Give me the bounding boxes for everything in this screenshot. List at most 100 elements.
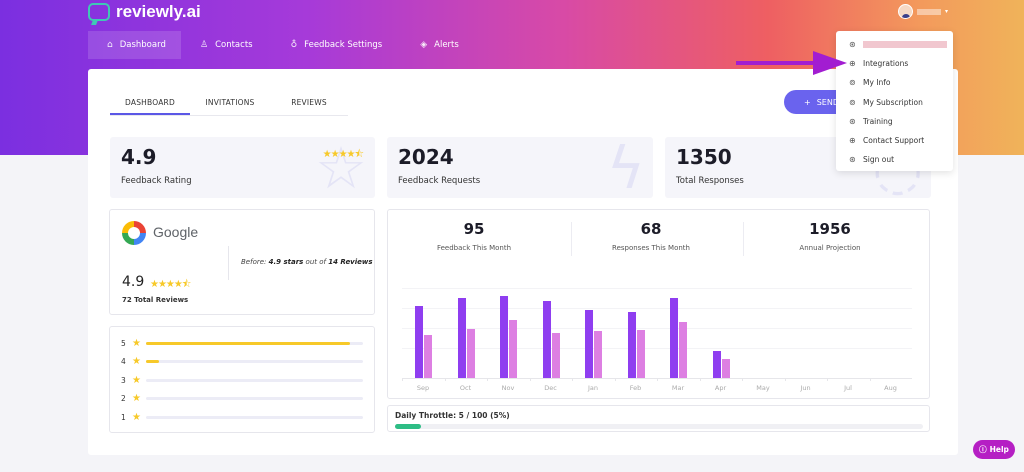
stat-value: 4.9 bbox=[121, 145, 157, 169]
rating-stars-icon: ★★★★⯪ bbox=[322, 149, 364, 160]
x-tick bbox=[529, 378, 531, 381]
gridline bbox=[402, 308, 912, 309]
stat-label: Total Responses bbox=[676, 176, 744, 186]
bar[interactable] bbox=[636, 330, 645, 378]
annotation-arrow-icon bbox=[813, 51, 847, 75]
menu-item-integrations[interactable]: ⊕ Integrations bbox=[836, 54, 953, 73]
menu-item-my-subscription[interactable]: ⊚ My Subscription bbox=[836, 93, 953, 112]
x-tick bbox=[699, 378, 701, 381]
globe-icon: ⊕ bbox=[849, 136, 856, 146]
help-button[interactable]: ⓘ Help bbox=[973, 440, 1015, 459]
bar[interactable] bbox=[594, 331, 602, 378]
login-arrow-icon: ⊛ bbox=[849, 40, 856, 50]
google-reviews-panel: Google Before: 4.9 stars out of 14 Revie… bbox=[109, 209, 375, 315]
stat-feedback-rating: ☆ 4.9 Feedback Rating ★★★★⯪ bbox=[110, 137, 375, 198]
rating-row-4: 4 ★ bbox=[121, 356, 363, 367]
rating-label: 5 bbox=[121, 338, 126, 348]
star-watermark-icon: ☆ bbox=[315, 137, 367, 198]
rating-bar-fill bbox=[146, 341, 350, 345]
divider bbox=[571, 222, 572, 256]
bar-group bbox=[827, 280, 869, 378]
app-name: reviewly.ai bbox=[116, 2, 201, 21]
throttle-progress bbox=[395, 424, 923, 429]
x-tick-label: May bbox=[756, 384, 770, 392]
bar[interactable] bbox=[424, 335, 432, 378]
star-icon: ★ bbox=[132, 411, 141, 423]
menu-item-my-info[interactable]: ⊚ My Info bbox=[836, 73, 953, 92]
bar[interactable] bbox=[679, 322, 687, 378]
gridline bbox=[402, 328, 912, 329]
menu-label: Integrations bbox=[863, 59, 909, 69]
star-icon: ★ bbox=[132, 374, 141, 386]
tab-dashboard[interactable]: DASHBOARD bbox=[110, 93, 190, 115]
throttle-label: Daily Throttle: 5 / 100 (5%) bbox=[395, 411, 510, 420]
bar-group bbox=[742, 280, 784, 378]
bar[interactable] bbox=[509, 320, 517, 378]
question-circle-icon: ⓘ bbox=[979, 445, 987, 454]
x-tick-label: Aug bbox=[884, 384, 897, 392]
bar-chart: Sep Oct Nov Dec Jan Feb Mar Apr May Jun Jul Aug bbox=[402, 280, 912, 400]
x-tick-label: Jun bbox=[800, 384, 811, 392]
bar[interactable] bbox=[551, 333, 560, 378]
bar[interactable] bbox=[670, 298, 678, 378]
stat-value: 1350 bbox=[676, 145, 732, 169]
kpi-label: Responses This Month bbox=[612, 244, 690, 252]
menu-item-account[interactable]: ⊛ bbox=[836, 35, 953, 54]
nav-dashboard[interactable]: ⌂ Dashboard bbox=[88, 31, 181, 59]
bar[interactable] bbox=[627, 312, 636, 378]
x-tick-label: Sep bbox=[416, 384, 430, 392]
chat-bubble-icon bbox=[88, 3, 110, 21]
rating-row-1: 1 ★ bbox=[121, 411, 363, 423]
main-nav: ⌂ Dashboard ♙ Contacts ♁ Feedback Settin… bbox=[88, 31, 478, 59]
bar-group bbox=[615, 280, 657, 378]
gridline bbox=[402, 348, 912, 349]
menu-item-contact-support[interactable]: ⊕ Contact Support bbox=[836, 131, 953, 150]
menu-label: My Subscription bbox=[863, 97, 923, 107]
kpi-responses-this-month: 68 Responses This Month bbox=[565, 220, 737, 252]
menu-label: Contact Support bbox=[863, 136, 925, 146]
nav-label: Feedback Settings bbox=[304, 40, 383, 50]
arrow-circle-icon: ⊛ bbox=[849, 116, 856, 126]
rating-bar bbox=[146, 341, 363, 345]
nav-label: Dashboard bbox=[119, 40, 166, 50]
x-tick-label: Mar bbox=[671, 384, 685, 392]
plus-icon: + bbox=[804, 97, 811, 107]
user-menu-toggle[interactable]: ▾ bbox=[898, 4, 948, 19]
google-stars-icon: ★★★★⯪ bbox=[150, 279, 191, 290]
nav-alerts[interactable]: ◈ Alerts bbox=[401, 31, 478, 59]
bar[interactable] bbox=[712, 351, 721, 378]
menu-item-sign-out[interactable]: ⊛ Sign out bbox=[836, 150, 953, 169]
nav-contacts[interactable]: ♙ Contacts bbox=[181, 31, 272, 59]
lightning-watermark-icon: ϟ bbox=[606, 137, 645, 198]
rating-bar bbox=[146, 415, 363, 419]
app-logo[interactable]: reviewly.ai bbox=[88, 2, 201, 22]
throttle-progress-fill bbox=[395, 424, 421, 429]
divider bbox=[228, 246, 229, 280]
bar[interactable] bbox=[466, 329, 475, 378]
bar-group bbox=[402, 280, 444, 378]
daily-throttle-panel: Daily Throttle: 5 / 100 (5%) bbox=[387, 405, 930, 432]
rating-bar bbox=[146, 396, 363, 400]
rating-row-3: 3 ★ bbox=[121, 374, 363, 386]
x-tick bbox=[487, 378, 488, 381]
gridline bbox=[402, 288, 912, 289]
x-tick bbox=[657, 378, 658, 381]
tab-invitations[interactable]: INVITATIONS bbox=[205, 98, 255, 107]
tab-reviews[interactable]: REVIEWS bbox=[291, 98, 327, 107]
bar-group bbox=[785, 280, 827, 378]
star-icon: ★ bbox=[132, 337, 141, 349]
kpi-value: 95 bbox=[463, 220, 485, 238]
stat-value: 2024 bbox=[398, 145, 454, 169]
bar[interactable] bbox=[542, 301, 551, 378]
nav-feedback-settings[interactable]: ♁ Feedback Settings bbox=[272, 31, 402, 59]
bar[interactable] bbox=[415, 306, 423, 378]
bar[interactable] bbox=[721, 359, 730, 378]
menu-item-training[interactable]: ⊛ Training bbox=[836, 112, 953, 131]
x-tick-label: Jan bbox=[587, 384, 599, 392]
bar[interactable] bbox=[457, 298, 466, 378]
x-tick-label: Dec bbox=[544, 384, 557, 392]
globe-icon: ⊕ bbox=[849, 59, 856, 69]
bar[interactable] bbox=[585, 310, 593, 378]
stat-label: Feedback Requests bbox=[398, 176, 481, 186]
bar[interactable] bbox=[500, 296, 508, 378]
